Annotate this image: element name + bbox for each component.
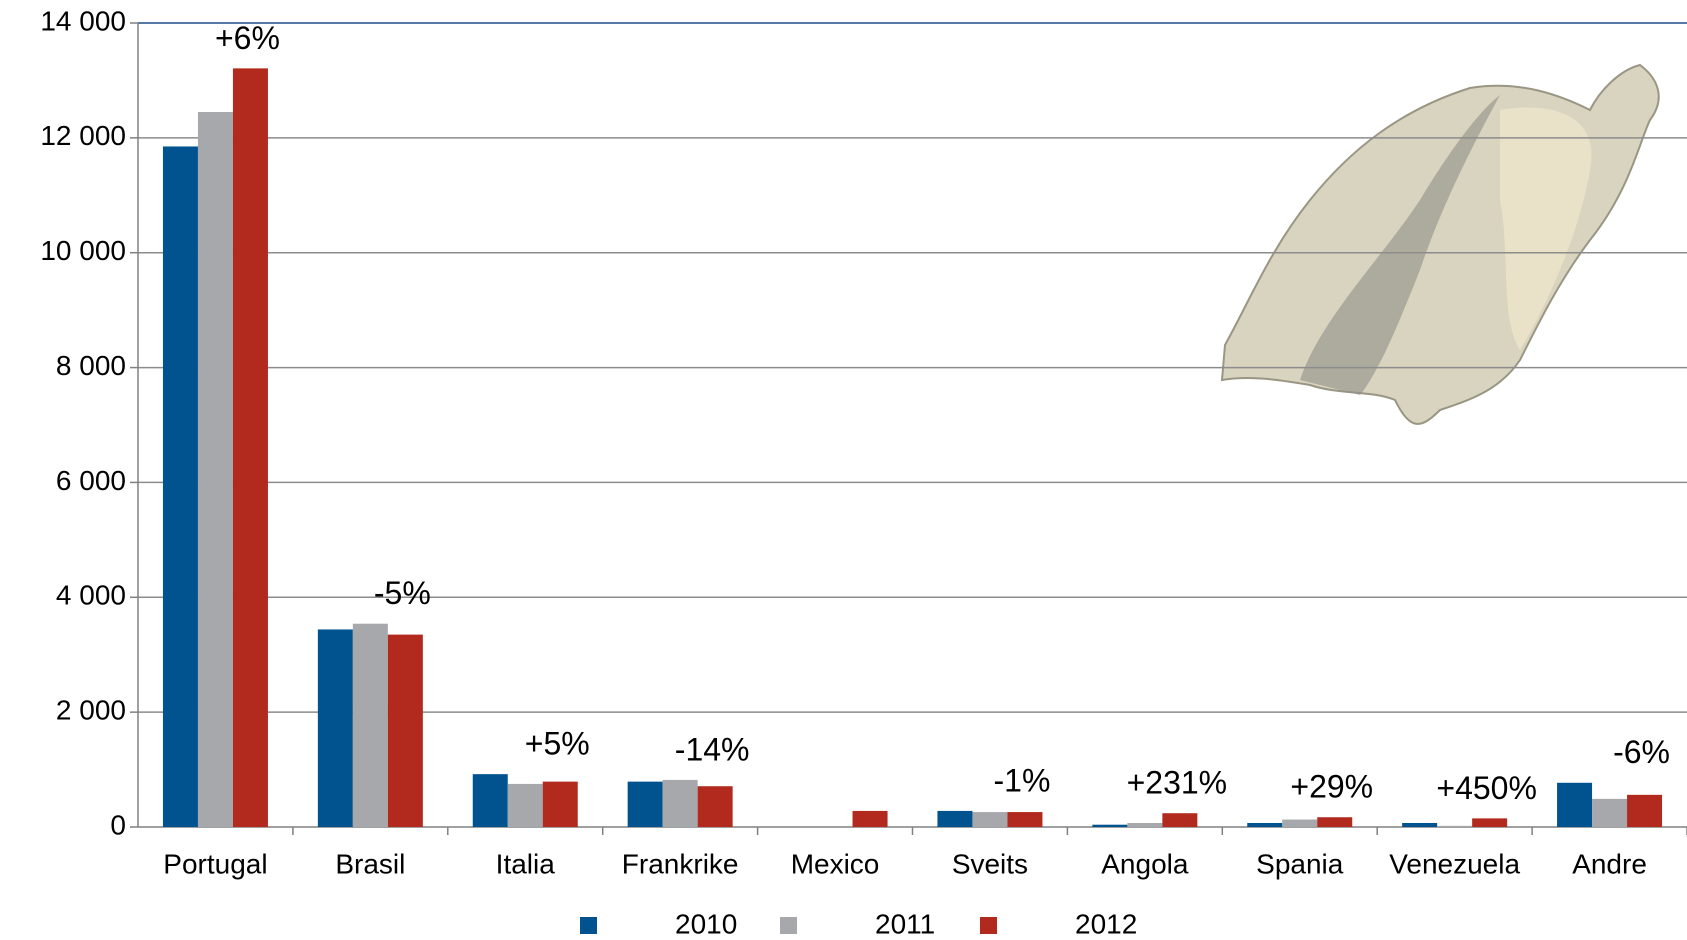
x-tick-label: Spania (1256, 848, 1344, 879)
legend-swatch (980, 917, 997, 934)
bar (852, 810, 888, 827)
bar (662, 779, 698, 827)
annotation: +450% (1436, 770, 1537, 806)
legend-swatch (580, 917, 597, 934)
bar (1007, 812, 1043, 827)
y-tick-label: 6 000 (56, 465, 126, 496)
bar (1092, 824, 1128, 827)
bar (542, 781, 578, 827)
bar (1627, 794, 1663, 827)
x-tick-label: Mexico (791, 848, 880, 879)
annotation: -1% (993, 762, 1050, 798)
bar (697, 786, 733, 827)
x-tick-label: Angola (1101, 848, 1189, 879)
bar (1162, 813, 1198, 827)
annotation: -14% (675, 731, 750, 767)
legend-label: 2012 (1075, 908, 1137, 939)
x-tick-label: Andre (1572, 848, 1647, 879)
fish-body (1220, 63, 1660, 425)
annotation: +5% (525, 726, 590, 762)
annotation: +29% (1290, 769, 1373, 805)
bar (197, 112, 233, 827)
y-tick-label: 0 (110, 809, 126, 840)
bar (1317, 817, 1353, 827)
x-tick-label: Brasil (335, 848, 405, 879)
annotation: +231% (1127, 765, 1228, 801)
bar (387, 634, 423, 827)
bar (937, 810, 973, 827)
bar (1247, 822, 1283, 827)
bar (1472, 818, 1508, 827)
x-tick-label: Portugal (163, 848, 267, 879)
fish-flank (1500, 107, 1592, 350)
bar (972, 812, 1008, 827)
legend-swatch (780, 917, 797, 934)
annotation: -5% (374, 575, 431, 611)
y-tick-label: 14 000 (40, 5, 126, 36)
fish-shadow (1300, 95, 1500, 395)
bar (1557, 782, 1593, 827)
legend-label: 2011 (875, 908, 935, 939)
bar (1437, 825, 1473, 827)
bar (317, 629, 353, 827)
bar (1282, 819, 1318, 827)
bar (232, 68, 268, 827)
y-tick-label: 4 000 (56, 580, 126, 611)
x-tick-label: Frankrike (622, 848, 739, 879)
legend-label: 2010 (675, 908, 737, 939)
bar (1402, 822, 1438, 827)
annotation: -6% (1613, 734, 1670, 770)
annotation: +6% (215, 20, 280, 56)
y-tick-label: 12 000 (40, 120, 126, 151)
x-tick-label: Sveits (952, 848, 1028, 879)
bar (472, 774, 508, 827)
bar (1127, 822, 1163, 827)
dried-fish-picture (1220, 63, 1660, 425)
x-tick-label: Italia (496, 848, 556, 879)
bar (507, 783, 543, 827)
bar (1592, 798, 1628, 827)
y-tick-label: 2 000 (56, 695, 126, 726)
bar (162, 146, 198, 827)
y-tick-label: 8 000 (56, 350, 126, 381)
x-tick-label: Venezuela (1389, 848, 1520, 879)
bar (352, 623, 388, 827)
bar (627, 781, 663, 827)
y-tick-label: 10 000 (40, 235, 126, 266)
